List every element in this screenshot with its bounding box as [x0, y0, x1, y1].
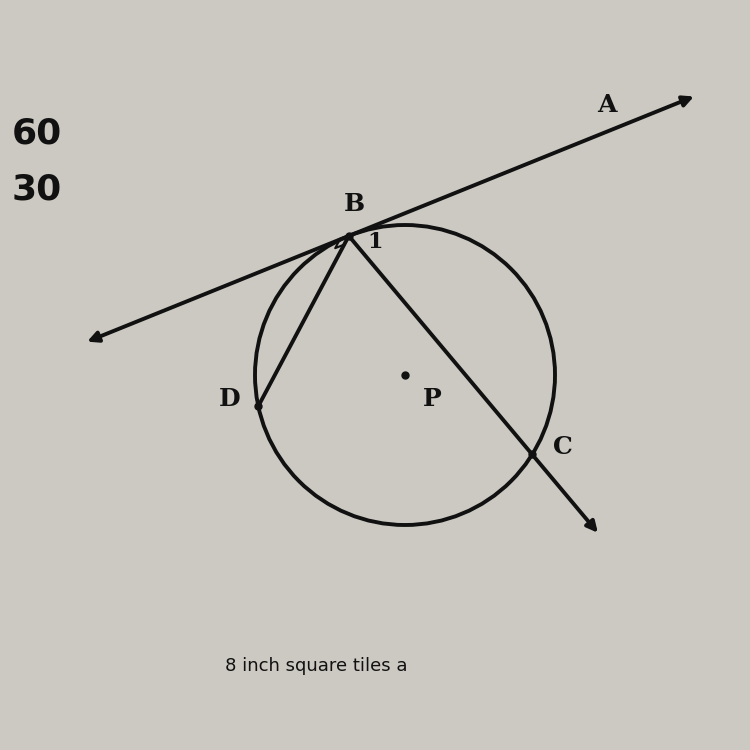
Text: 30: 30	[12, 172, 62, 206]
Text: 60: 60	[12, 117, 62, 151]
Text: B: B	[344, 193, 365, 217]
Text: 1: 1	[368, 232, 382, 254]
Text: A: A	[597, 93, 616, 117]
Text: 8 inch square tiles a: 8 inch square tiles a	[225, 657, 407, 675]
Text: P: P	[423, 387, 442, 411]
Text: D: D	[219, 387, 240, 411]
Text: C: C	[554, 435, 573, 459]
